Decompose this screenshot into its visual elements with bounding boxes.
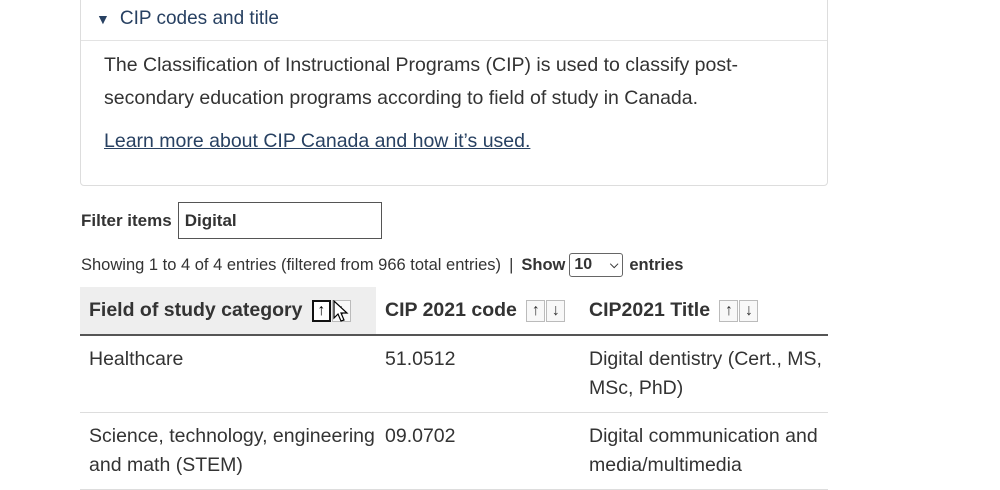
- cip-description: The Classification of Instructional Prog…: [104, 54, 738, 109]
- entries-label: entries: [629, 255, 684, 274]
- cip-details-summary[interactable]: ▼ CIP codes and title: [81, 0, 827, 41]
- cip-table: Field of study category ↑ ↓ CIP 2021 cod…: [80, 287, 828, 490]
- table-row: Healthcare 51.0512 Digital dentistry (Ce…: [80, 335, 828, 413]
- page-length-select[interactable]: 10 ⌵: [569, 253, 624, 277]
- sort-descending-icon[interactable]: ↓: [331, 299, 351, 322]
- table-info-row: Showing 1 to 4 of 4 entries (filtered fr…: [81, 253, 683, 277]
- filter-row: Filter items: [81, 202, 382, 239]
- details-summary-label: CIP codes and title: [119, 7, 279, 29]
- cell-code: 09.0702: [376, 412, 580, 490]
- table-row: Science, technology, engineering and mat…: [80, 412, 828, 490]
- sort-descending-icon[interactable]: ↓: [739, 299, 759, 322]
- sort-controls: ↑ ↓: [719, 299, 759, 322]
- disclosure-triangle-icon: ▼: [96, 10, 110, 27]
- entries-info: Showing 1 to 4 of 4 entries (filtered fr…: [81, 255, 502, 274]
- table-header-row: Field of study category ↑ ↓ CIP 2021 cod…: [80, 287, 828, 336]
- chevron-down-icon: ⌵: [610, 258, 619, 271]
- column-label: CIP 2021 code: [385, 299, 517, 321]
- learn-more-link[interactable]: Learn more about CIP Canada and how it’s…: [104, 130, 531, 152]
- column-label: CIP2021 Title: [589, 299, 711, 321]
- cell-title: Digital communication and media/multimed…: [580, 412, 828, 490]
- cell-category: Science, technology, engineering and mat…: [80, 412, 376, 490]
- column-header-code[interactable]: CIP 2021 code ↑ ↓: [376, 287, 580, 336]
- info-separator: |: [509, 255, 514, 274]
- cip-details-panel: ▼ CIP codes and title The Classification…: [80, 0, 828, 186]
- details-body: The Classification of Instructional Prog…: [81, 41, 827, 158]
- sort-controls: ↑ ↓: [311, 299, 351, 322]
- cell-title: Digital dentistry (Cert., MS, MSc, PhD): [580, 335, 828, 413]
- sort-ascending-icon[interactable]: ↑: [526, 299, 546, 322]
- column-label: Field of study category: [89, 299, 303, 321]
- filter-input[interactable]: [177, 202, 382, 239]
- column-header-title[interactable]: CIP2021 Title ↑ ↓: [580, 287, 828, 336]
- sort-descending-icon[interactable]: ↓: [546, 299, 566, 322]
- cell-code: 51.0512: [376, 335, 580, 413]
- cell-category: Healthcare: [80, 335, 376, 413]
- column-header-category[interactable]: Field of study category ↑ ↓: [80, 287, 376, 336]
- sort-controls: ↑ ↓: [526, 299, 566, 322]
- sort-ascending-icon[interactable]: ↑: [719, 299, 739, 322]
- sort-ascending-icon[interactable]: ↑: [311, 299, 331, 322]
- filter-label: Filter items: [81, 210, 172, 230]
- show-label: Show: [521, 255, 566, 274]
- page-length-value: 10: [574, 256, 593, 273]
